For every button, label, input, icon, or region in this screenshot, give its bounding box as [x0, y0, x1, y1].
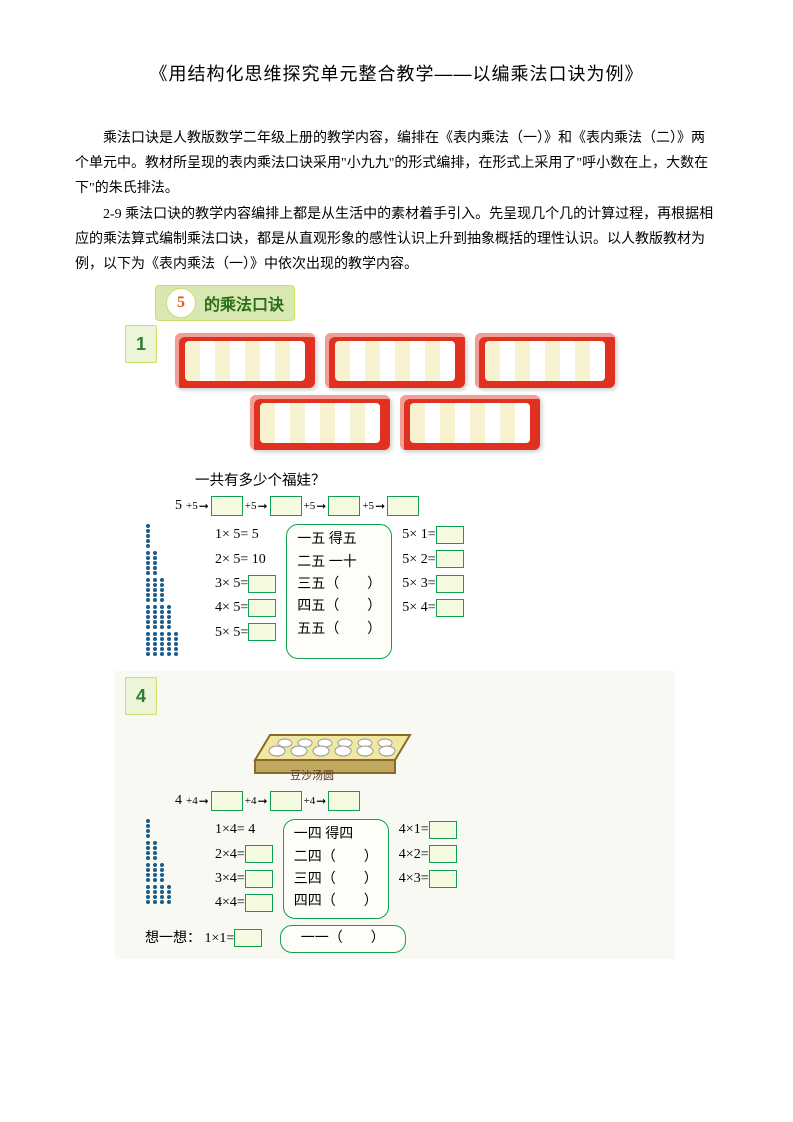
dots-5 — [145, 524, 205, 659]
section-5-title: 的乘法口诀 — [204, 291, 284, 315]
rhymes-5: 一五 得五 二五 一十 三五（ ） 四五（ ） 五五（ ） — [286, 524, 392, 659]
grid-4: 1×4= 4 2×4= 3×4= 4×4= 一四 得四 二四（ ） 三四（ ） … — [145, 819, 675, 919]
section-5-num: 5 — [166, 288, 196, 318]
textbook-excerpt: 5 的乘法口诀 1 一共有多少个福娃？ 5 +5 +5 +5 +5 1× 5= … — [115, 285, 675, 959]
paragraph-1: 乘法口诀是人教版数学二年级上册的教学内容，编排在《表内乘法（一）》和《表内乘法（… — [75, 126, 718, 202]
example-4-badge: 4 — [125, 677, 157, 715]
dots-4 — [145, 819, 205, 919]
grid-5: 1× 5= 5 2× 5= 10 3× 5= 4× 5= 5× 5= 一五 得五… — [145, 524, 675, 659]
section-5-header: 5 的乘法口诀 — [155, 285, 295, 321]
rhymes-4: 一四 得四 二四（ ） 三四（ ） 四四（ ） — [283, 819, 389, 919]
tangyuan-tray: 豆沙汤圆 — [235, 715, 415, 785]
page-title: 《用结构化思维探究单元整合教学——以编乘法口诀为例》 — [75, 60, 718, 86]
chain-4: 4 +4 +4 +4 — [175, 791, 675, 811]
think-row: 想一想： 1×1= 一一（ ） — [145, 925, 675, 953]
example-1-badge: 1 — [125, 325, 157, 363]
paragraph-2: 2-9 乘法口诀的教学内容编排上都是从生活中的素材着手引入。先呈现几个几的计算过… — [75, 202, 718, 278]
fuwa-boxes — [175, 333, 625, 463]
tray-label: 豆沙汤圆 — [290, 767, 334, 783]
reverse-4: 4×1= 4×2= 4×3= — [399, 819, 457, 919]
equations-4: 1×4= 4 2×4= 3×4= 4×4= — [215, 819, 273, 919]
equations-5: 1× 5= 5 2× 5= 10 3× 5= 4× 5= 5× 5= — [215, 524, 276, 659]
question-5: 一共有多少个福娃？ — [195, 469, 675, 490]
chain-5: 5 +5 +5 +5 +5 — [175, 496, 675, 516]
reverse-5: 5× 1= 5× 2= 5× 3= 5× 4= — [402, 524, 463, 659]
